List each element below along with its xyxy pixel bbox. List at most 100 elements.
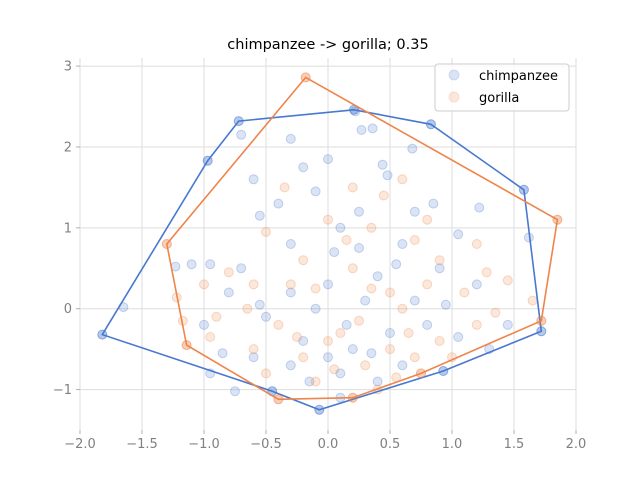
grid [79, 58, 577, 430]
point-gorilla [378, 190, 389, 201]
point-chimpanzee [285, 239, 296, 249]
legend-marker-gorilla [448, 91, 460, 103]
point-chimpanzee [366, 348, 377, 359]
point-chimpanzee [285, 360, 296, 371]
point-chimpanzee [335, 222, 346, 233]
x-tick-label: 1.0 [442, 437, 463, 452]
point-gorilla [481, 267, 492, 278]
hull-vertex-gorilla [347, 392, 358, 403]
point-chimpanzee [248, 174, 259, 185]
hull-vertex-gorilla [273, 394, 284, 405]
hull-vertex-gorilla [552, 214, 563, 225]
point-chimpanzee [341, 319, 352, 330]
point-chimpanzee [285, 287, 296, 298]
legend-label-gorilla: gorilla [479, 91, 519, 106]
hull-vertex-chimpanzee [97, 329, 108, 340]
point-chimpanzee [254, 210, 265, 221]
point-gorilla [298, 255, 309, 266]
point-gorilla [434, 336, 445, 346]
x-tick-label: −1.0 [188, 437, 220, 452]
hull-vertex-chimpanzee [536, 326, 547, 337]
point-chimpanzee [502, 319, 513, 330]
point-gorilla [354, 315, 364, 326]
point-chimpanzee [254, 299, 265, 310]
hull-vertex-chimpanzee [425, 119, 436, 130]
point-chimpanzee [385, 328, 395, 338]
point-gorilla [360, 360, 371, 371]
legend: chimpanzee gorilla [434, 63, 570, 112]
point-chimpanzee [397, 239, 408, 249]
point-gorilla [385, 287, 395, 298]
point-chimpanzee [440, 299, 451, 310]
point-chimpanzee [409, 206, 420, 217]
point-gorilla [199, 279, 209, 290]
point-chimpanzee [372, 376, 383, 387]
legend-label-chimpanzee: chimpanzee [479, 69, 558, 84]
point-gorilla [459, 287, 470, 298]
point-chimpanzee [223, 287, 234, 298]
hull-vertex-chimpanzee [233, 116, 244, 127]
legend-marker-chimpanzee [448, 69, 460, 81]
convex-hulls [97, 72, 563, 415]
hull-vertex-gorilla [161, 239, 172, 249]
point-chimpanzee [453, 229, 464, 240]
point-chimpanzee [360, 295, 371, 306]
point-chimpanzee [248, 352, 259, 363]
point-chimpanzee [310, 303, 321, 314]
point-chimpanzee [453, 332, 464, 342]
point-gorilla [323, 214, 333, 225]
axes: −2.0 −1.5 −1.0 −0.5 0.0 0.5 1.0 1.5 2.0 −1 0 1 2 3 [53, 60, 587, 452]
point-chimpanzee [230, 386, 240, 397]
point-chimpanzee [323, 154, 333, 165]
x-tick-label: 0.0 [318, 437, 339, 452]
point-chimpanzee [471, 279, 482, 290]
point-gorilla [347, 182, 358, 193]
point-gorilla [490, 307, 501, 318]
hull-vertex-chimpanzee [438, 366, 449, 376]
x-tick-label: 0.5 [380, 437, 401, 452]
point-gorilla [422, 214, 433, 225]
point-chimpanzee [199, 319, 209, 330]
x-tick-label: 2.0 [566, 437, 587, 452]
point-chimpanzee [382, 170, 393, 181]
x-tick-label: 1.5 [504, 437, 525, 452]
point-chimpanzee [354, 206, 364, 217]
point-gorilla [403, 328, 414, 338]
point-gorilla [527, 295, 538, 306]
point-gorilla [223, 267, 234, 278]
hull-vertex-chimpanzee [518, 184, 529, 195]
point-gorilla [242, 303, 253, 314]
point-gorilla [385, 344, 395, 355]
point-chimpanzee [298, 162, 309, 173]
point-chimpanzee [434, 263, 445, 274]
point-gorilla [366, 222, 377, 233]
point-gorilla [261, 226, 271, 237]
chart-title: chimpanzee -> gorilla; 0.35 [227, 37, 428, 53]
point-chimpanzee [261, 311, 271, 322]
point-gorilla [273, 319, 284, 330]
hull-vertex-chimpanzee [202, 155, 213, 166]
point-chimpanzee [217, 348, 228, 359]
point-gorilla [335, 328, 346, 338]
point-chimpanzee [323, 279, 333, 290]
point-gorilla [397, 174, 408, 185]
point-chimpanzee [335, 368, 346, 379]
point-gorilla [329, 364, 340, 375]
y-tick-label: 3 [64, 60, 72, 75]
point-chimpanzee [428, 198, 439, 209]
point-chimpanzee [205, 259, 216, 270]
x-tick-label: −0.5 [250, 437, 282, 452]
point-chimpanzee [474, 202, 485, 213]
point-gorilla [434, 255, 445, 266]
point-gorilla [205, 332, 216, 342]
point-gorilla [248, 279, 259, 290]
hull-vertex-gorilla [536, 315, 547, 326]
point-chimpanzee [397, 360, 408, 371]
point-gorilla [397, 303, 408, 314]
hull-vertex-gorilla [300, 72, 311, 83]
point-gorilla [323, 336, 333, 346]
point-gorilla [471, 239, 482, 249]
point-gorilla [422, 279, 433, 290]
point-chimpanzee [304, 376, 315, 387]
y-tick-label: −1 [53, 383, 72, 398]
